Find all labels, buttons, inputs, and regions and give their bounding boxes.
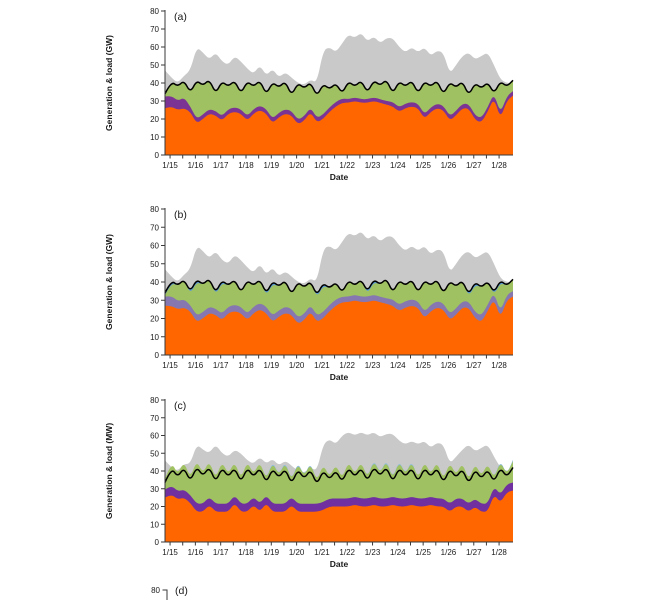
y-tick-label: 60 — [150, 43, 159, 52]
x-tick-label: 1/15 — [162, 161, 178, 170]
x-tick-label: 1/19 — [264, 361, 280, 370]
x-tick-label: 1/20 — [289, 548, 305, 557]
y-tick-label: 30 — [150, 97, 159, 106]
c-orange-area — [165, 490, 513, 542]
x-tick-label: 1/16 — [188, 548, 204, 557]
y-tick-label: 40 — [150, 79, 159, 88]
y-tick-label: 20 — [150, 115, 159, 124]
x-tick-label: 1/27 — [466, 548, 482, 557]
panel-b: 0 10 20 30 40 50 60 70 80 1/15 1/16 1/17 1/18 1/19 1/2… — [0, 196, 650, 389]
x-tick-label: 1/16 — [188, 161, 204, 170]
y-tick-label: 70 — [150, 223, 159, 232]
y-axis-title: Generation & load (MW) — [104, 423, 114, 520]
x-tick-label: 1/18 — [238, 361, 254, 370]
x-tick-label: 1/17 — [213, 361, 229, 370]
x-tick-label: 1/27 — [466, 361, 482, 370]
x-tick-label: 1/23 — [365, 361, 381, 370]
x-tick-label: 1/22 — [339, 161, 355, 170]
y-tick-label: 80 — [150, 205, 159, 214]
y-tick-label: 60 — [150, 242, 159, 251]
y-tick-label: 10 — [150, 133, 159, 142]
b-load-line — [164, 278, 514, 294]
panel-d-cropped: 80 (d) — [0, 575, 650, 600]
y-tick-label: 80 — [150, 7, 159, 16]
panel-c: 0 10 20 30 40 50 60 70 80 1/15 1/16 1/17 1/18 1/19 1/2… — [0, 389, 650, 575]
y-tick-label: 50 — [150, 449, 159, 458]
y-tick-label: 40 — [150, 467, 159, 476]
panel-tag: (d) — [175, 585, 188, 597]
x-tick-label: 1/26 — [441, 548, 457, 557]
y-tick-label: 40 — [150, 278, 159, 287]
y-tick-label: 80 — [150, 396, 159, 405]
chart-a-canvas: 0 10 20 30 40 50 60 70 80 1/15 1/16 1/17 1/18 1/19 1/2… — [104, 7, 514, 182]
y-axis-title: Generation & load (GW) — [104, 35, 114, 131]
x-tick-label: 1/23 — [365, 161, 381, 170]
a-orange-area — [165, 95, 513, 155]
y-tick-label: 70 — [150, 25, 159, 34]
x-tick-label: 1/26 — [441, 161, 457, 170]
panel-tag: (c) — [174, 400, 186, 412]
y-tick-label: 50 — [150, 260, 159, 269]
x-tick-label: 1/25 — [415, 161, 431, 170]
x-tick-label: 1/20 — [289, 361, 305, 370]
chart-b-canvas: 0 10 20 30 40 50 60 70 80 1/15 1/16 1/17 1/18 1/19 1/2… — [104, 205, 514, 382]
c-load-line — [164, 467, 514, 483]
x-tick-label: 1/26 — [441, 361, 457, 370]
x-tick-label: 1/23 — [365, 548, 381, 557]
y-tick-label: 10 — [150, 333, 159, 342]
x-tick-label: 1/17 — [213, 161, 229, 170]
x-axis-title: Date — [330, 172, 349, 182]
x-tick-label: 1/22 — [339, 548, 355, 557]
x-tick-label: 1/28 — [491, 548, 507, 557]
x-tick-label: 1/16 — [188, 361, 204, 370]
y-tick-label: 0 — [155, 151, 160, 160]
b-orange-area — [165, 296, 513, 355]
x-tick-label: 1/20 — [289, 161, 305, 170]
x-tick-label: 1/25 — [415, 548, 431, 557]
x-tick-label: 1/21 — [314, 548, 330, 557]
x-tick-label: 1/21 — [314, 161, 330, 170]
chart-c-canvas: 0 10 20 30 40 50 60 70 80 1/15 1/16 1/17 1/18 1/19 1/2… — [104, 396, 514, 569]
y-tick-label: 70 — [150, 414, 159, 423]
panel-tag: (b) — [174, 209, 187, 221]
y-axis-title: Generation & load (GW) — [104, 234, 114, 330]
panel-a: 0 10 20 30 40 50 60 70 80 1/15 1/16 1/17 1/18 1/19 1/2… — [0, 0, 650, 196]
panel-tag: (a) — [174, 11, 187, 23]
y-tick-label: 10 — [150, 520, 159, 529]
x-tick-label: 1/24 — [390, 548, 406, 557]
x-tick-label: 1/17 — [213, 548, 229, 557]
y-tick-label: 80 — [151, 586, 160, 595]
x-tick-label: 1/18 — [238, 548, 254, 557]
x-tick-label: 1/28 — [491, 361, 507, 370]
x-tick-label: 1/21 — [314, 361, 330, 370]
x-tick-label: 1/25 — [415, 361, 431, 370]
x-tick-label: 1/19 — [264, 161, 280, 170]
a-load-line — [164, 79, 514, 95]
x-tick-label: 1/24 — [390, 161, 406, 170]
y-tick-label: 20 — [150, 503, 159, 512]
y-tick-label: 20 — [150, 315, 159, 324]
y-tick-label: 0 — [155, 351, 160, 360]
y-tick-label: 60 — [150, 432, 159, 441]
x-tick-label: 1/19 — [264, 548, 280, 557]
y-tick-label: 30 — [150, 485, 159, 494]
chart-d-canvas: 80 (d) — [151, 585, 188, 600]
y-tick-label: 50 — [150, 61, 159, 70]
x-tick-label: 1/15 — [162, 361, 178, 370]
x-axis-title: Date — [330, 559, 349, 569]
y-tick-label: 0 — [155, 538, 160, 547]
x-tick-label: 1/15 — [162, 548, 178, 557]
x-axis-title: Date — [330, 372, 349, 382]
x-tick-label: 1/18 — [238, 161, 254, 170]
y-tick-label: 30 — [150, 296, 159, 305]
x-tick-label: 1/27 — [466, 161, 482, 170]
x-tick-label: 1/28 — [491, 161, 507, 170]
x-tick-label: 1/22 — [339, 361, 355, 370]
x-tick-label: 1/24 — [390, 361, 406, 370]
